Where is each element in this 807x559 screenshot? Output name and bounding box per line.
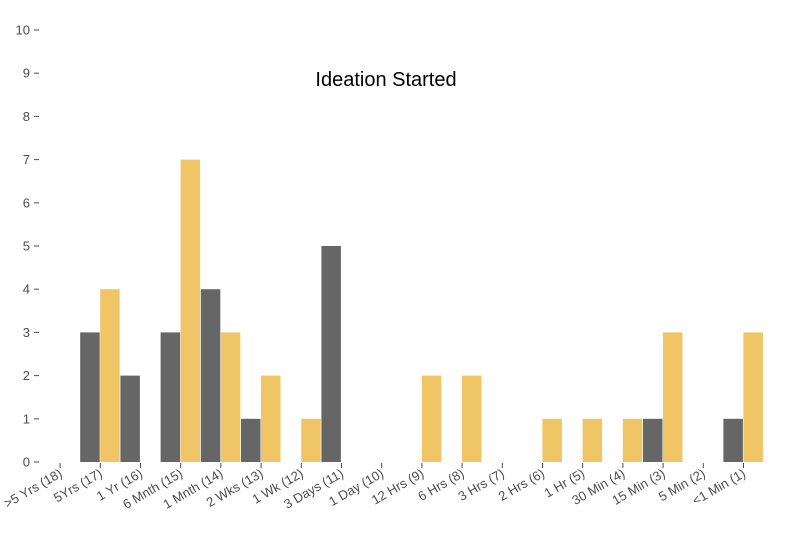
y-tick-label: 9 [23,66,30,81]
bar-gold-14 [622,418,643,462]
bar-gold-9 [421,375,442,462]
bar-gold-3 [180,159,201,462]
bar-dark-17 [723,418,743,462]
bar-dark-1 [80,332,100,462]
y-tick-label: 1 [23,411,30,426]
bar-gold-1 [100,289,120,462]
y-tick-label: 4 [23,282,30,297]
y-tick-label: 0 [23,455,30,470]
y-axis: 0 1 2 3 4 5 6 7 8 9 10 [16,23,39,470]
bar-dark-3 [160,332,181,462]
x-tick-label: 2 Hrs (6) [496,466,547,504]
bar-gold-12 [542,418,562,462]
x-axis: >5 Yrs (18)5Yrs (17)1 Yr (16)6 Mnth (15)… [1,463,748,512]
bar-gold-17 [743,332,763,462]
y-tick-label: 10 [16,23,30,38]
chart-title: Ideation Started [315,69,456,91]
bar-dark-5 [241,418,261,462]
bars [80,159,763,462]
bar-dark-4 [200,289,221,462]
bar-dark-2 [120,375,140,462]
bar-gold-13 [582,418,603,462]
bar-gold-15 [663,332,683,462]
bar-dark-15 [643,418,663,462]
y-tick-label: 3 [23,325,30,340]
y-tick-label: 6 [23,195,30,210]
bar-gold-10 [462,375,482,462]
bar-gold-6 [301,418,321,462]
bar-dark-7 [321,246,341,462]
x-tick-label: >5 Yrs (18) [1,466,64,511]
y-tick-label: 5 [23,239,30,254]
bar-gold-4 [220,332,241,462]
y-tick-label: 8 [23,109,30,124]
y-tick-label: 7 [23,152,30,167]
bar-gold-5 [261,375,281,462]
y-tick-label: 2 [23,368,30,383]
